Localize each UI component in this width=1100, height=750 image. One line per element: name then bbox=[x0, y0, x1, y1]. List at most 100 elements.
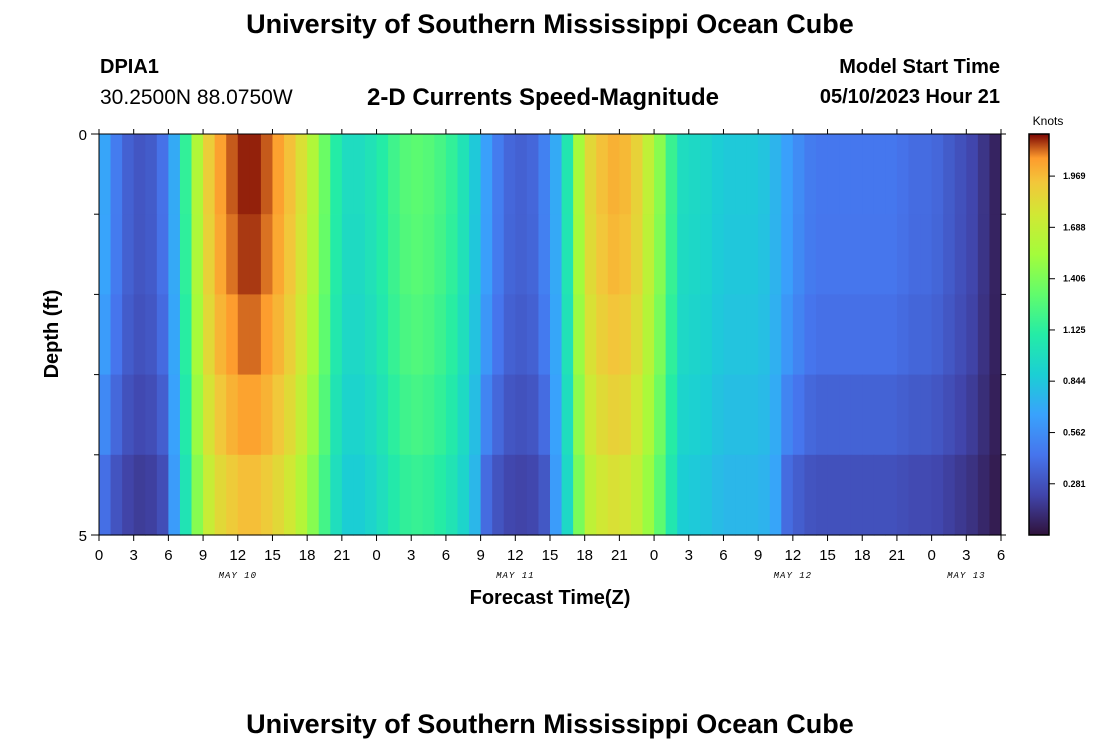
heatmap-cell bbox=[723, 214, 736, 295]
colorbar-tick-label: 1.125 bbox=[1063, 325, 1086, 335]
day-label: MAY 13 bbox=[947, 571, 985, 581]
heatmap-cell bbox=[492, 454, 505, 536]
heatmap-cell bbox=[434, 454, 447, 536]
heatmap-cell bbox=[469, 454, 482, 536]
heatmap-cell bbox=[469, 294, 482, 376]
heatmap-cell bbox=[931, 134, 944, 215]
heatmap-cell bbox=[619, 374, 632, 456]
heatmap-cell bbox=[839, 374, 852, 456]
heatmap-cell bbox=[133, 294, 146, 376]
heatmap-cell bbox=[214, 294, 227, 376]
heatmap-cell bbox=[885, 134, 898, 215]
heatmap-cell bbox=[735, 294, 748, 376]
heatmap-cell bbox=[156, 294, 169, 376]
heatmap-cell bbox=[133, 454, 146, 536]
heatmap-cell bbox=[896, 454, 910, 536]
station-coordinates: 30.2500N 88.0750W bbox=[100, 86, 293, 109]
heatmap-cell bbox=[862, 134, 875, 215]
heatmap-cell bbox=[700, 214, 713, 295]
heatmap-cell bbox=[145, 454, 158, 536]
heatmap-cell bbox=[99, 294, 112, 376]
heatmap-cell bbox=[457, 134, 470, 215]
heatmap-cell bbox=[492, 294, 505, 376]
heatmap-cell bbox=[862, 214, 875, 295]
heatmap-cell bbox=[781, 454, 794, 536]
heatmap-cell bbox=[434, 214, 447, 295]
heatmap-cell bbox=[503, 294, 516, 376]
heatmap-cell bbox=[550, 454, 563, 536]
heatmap-cell bbox=[445, 454, 459, 536]
heatmap-cell bbox=[769, 214, 782, 295]
heatmap-cell bbox=[966, 454, 979, 536]
heatmap-cell bbox=[226, 374, 239, 456]
x-tick-label: 21 bbox=[611, 547, 628, 564]
heatmap-cell bbox=[619, 214, 632, 295]
heatmap-cell bbox=[839, 134, 852, 215]
heatmap-cell bbox=[388, 374, 401, 456]
heatmap-cell bbox=[642, 374, 655, 456]
heatmap-cell bbox=[214, 134, 227, 215]
heatmap-cell bbox=[434, 374, 447, 456]
colorbar-tick-label: 1.688 bbox=[1063, 222, 1086, 232]
chart-subtitle: 2-D Currents Speed-Magnitude bbox=[367, 84, 720, 111]
heatmap-cell bbox=[920, 214, 933, 295]
heatmap-cell bbox=[226, 294, 239, 376]
heatmap-cell bbox=[920, 454, 933, 536]
heatmap-cell bbox=[920, 374, 933, 456]
heatmap-cell bbox=[827, 134, 840, 215]
heatmap-cell bbox=[850, 214, 863, 295]
heatmap-cell bbox=[977, 294, 991, 376]
heatmap-cell bbox=[896, 374, 910, 456]
colorbar-gradient bbox=[1028, 133, 1050, 536]
heatmap-cell bbox=[989, 214, 1002, 295]
heatmap-cell bbox=[445, 214, 459, 295]
heatmap-cell bbox=[827, 294, 840, 376]
heatmap-cell bbox=[619, 294, 632, 376]
heatmap-cell bbox=[711, 214, 725, 295]
x-tick-label: 3 bbox=[962, 547, 970, 564]
x-tick-label: 15 bbox=[819, 547, 836, 564]
colorbar-tick-label: 1.406 bbox=[1063, 274, 1086, 284]
heatmap-cell bbox=[954, 454, 967, 536]
heatmap-cell bbox=[954, 374, 967, 456]
heatmap-cell bbox=[388, 454, 401, 536]
x-tick-label: 6 bbox=[442, 547, 450, 564]
x-tick-label: 9 bbox=[476, 547, 484, 564]
heatmap-cell bbox=[677, 214, 690, 295]
heatmap-cell bbox=[422, 374, 435, 456]
heatmap-cell bbox=[688, 214, 701, 295]
heatmap-cell bbox=[920, 134, 933, 215]
heatmap-cell bbox=[399, 134, 412, 215]
heatmap-cell bbox=[445, 134, 459, 215]
heatmap-cell bbox=[607, 454, 620, 536]
heatmap-cell bbox=[457, 454, 470, 536]
heatmap-cell bbox=[260, 454, 274, 536]
heatmap-cell bbox=[607, 294, 620, 376]
heatmap-cell bbox=[596, 134, 609, 215]
heatmap-cell bbox=[688, 454, 701, 536]
heatmap-cell bbox=[711, 134, 725, 215]
footer-title: University of Southern Mississippi Ocean… bbox=[246, 709, 854, 739]
heatmap-cell bbox=[330, 374, 343, 456]
heatmap-cell bbox=[260, 374, 274, 456]
heatmap-cell bbox=[573, 134, 586, 215]
colorbar: Knots 0.281 0.562 0.844 1.125 1.406 1.688 1.96… bbox=[1028, 114, 1086, 536]
heatmap-cell bbox=[688, 134, 701, 215]
heatmap-cell bbox=[284, 134, 297, 215]
heatmap-cell bbox=[145, 294, 158, 376]
x-tick-label: 18 bbox=[299, 547, 316, 564]
x-tick-label: 15 bbox=[264, 547, 281, 564]
heatmap-cell bbox=[665, 374, 678, 456]
heatmap-cell bbox=[110, 134, 123, 215]
heatmap-cell bbox=[815, 134, 829, 215]
heatmap-cell bbox=[573, 214, 586, 295]
heatmap-cell bbox=[272, 454, 285, 536]
day-label: MAY 12 bbox=[774, 571, 812, 581]
x-tick-label: 21 bbox=[889, 547, 906, 564]
x-tick-label: 12 bbox=[507, 547, 524, 564]
heatmap-cell bbox=[792, 294, 806, 376]
heatmap-cell bbox=[272, 374, 285, 456]
heatmap-cell bbox=[815, 454, 829, 536]
heatmap-cell bbox=[792, 214, 806, 295]
heatmap-cell bbox=[110, 454, 123, 536]
